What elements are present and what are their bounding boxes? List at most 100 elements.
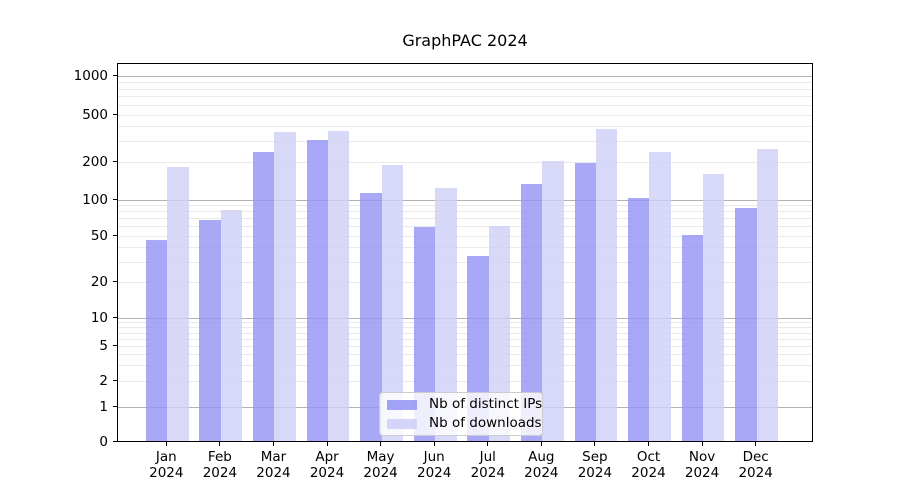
legend-swatch-downloads xyxy=(387,418,417,429)
x-tick-label: Feb 2024 xyxy=(188,449,252,481)
gridline-minor xyxy=(118,82,812,84)
x-tick-mark xyxy=(165,442,167,446)
y-tick-mark xyxy=(113,317,117,319)
bar-distinct-ips xyxy=(574,163,596,441)
gridline-minor xyxy=(118,327,812,329)
bar-downloads xyxy=(595,129,618,441)
x-tick-label: Dec 2024 xyxy=(724,449,788,481)
y-tick-mark xyxy=(113,198,117,200)
gridline-minor xyxy=(118,218,812,220)
legend-row-distinct-ips: Nb of distinct IPs xyxy=(387,397,542,412)
bar-downloads xyxy=(756,148,779,441)
gridline-major xyxy=(118,318,812,320)
y-tick-label: 1000 xyxy=(73,68,108,85)
bar-distinct-ips xyxy=(628,198,650,441)
gridline-minor xyxy=(118,261,812,263)
gridline-minor xyxy=(118,96,812,97)
gridline-minor xyxy=(118,345,812,347)
x-tick-mark xyxy=(272,442,274,446)
gridline-minor xyxy=(118,235,812,237)
x-tick-mark xyxy=(380,442,382,446)
gridline-minor xyxy=(118,104,812,106)
y-tick-mark xyxy=(113,113,117,115)
y-tick-label: 100 xyxy=(82,191,108,208)
x-tick-year: 2024 xyxy=(416,465,452,481)
gridline-major xyxy=(118,76,812,78)
y-tick-label: 1 xyxy=(99,398,108,415)
y-tick-label: 0 xyxy=(99,434,108,450)
gridline-minor xyxy=(118,332,812,334)
x-tick-month: Jun xyxy=(423,449,445,465)
x-tick-year: 2024 xyxy=(363,465,398,481)
gridline-minor xyxy=(118,114,812,116)
gridline-minor xyxy=(118,161,812,163)
y-tick-mark xyxy=(113,75,117,77)
y-tick-label: 200 xyxy=(82,153,108,170)
legend-label-distinct-ips: Nb of distinct IPs xyxy=(429,396,543,412)
bar-downloads xyxy=(488,226,511,441)
x-tick-month: Feb xyxy=(207,449,232,465)
y-tick-mark xyxy=(113,379,117,381)
gridline-minor xyxy=(118,126,812,128)
x-tick-label: Sep 2024 xyxy=(563,449,627,481)
x-tick-year: 2024 xyxy=(684,465,720,481)
x-tick-year: 2024 xyxy=(577,465,613,481)
gridline-minor xyxy=(118,338,812,340)
bar-downloads xyxy=(703,174,725,441)
x-tick-year: 2024 xyxy=(738,465,773,481)
gridline-minor xyxy=(118,322,812,324)
gridline-minor xyxy=(118,354,812,356)
bar-downloads xyxy=(220,209,243,441)
gridline-minor xyxy=(118,140,812,142)
bar-downloads xyxy=(435,187,457,441)
x-tick-year: 2024 xyxy=(256,465,291,481)
x-tick-month: Sep xyxy=(582,449,608,465)
x-tick-label: Mar 2024 xyxy=(241,449,305,481)
bar-distinct-ips xyxy=(681,234,704,441)
x-tick-month: Jul xyxy=(479,449,496,465)
y-tick-label: 20 xyxy=(90,274,108,291)
x-tick-label: Aug 2024 xyxy=(509,449,573,481)
bar-distinct-ips xyxy=(413,227,436,441)
x-tick-mark xyxy=(326,442,328,446)
bar-downloads xyxy=(381,164,403,441)
x-tick-label: Jan 2024 xyxy=(134,449,198,481)
x-tick-month: Mar xyxy=(260,449,287,465)
bar-downloads xyxy=(274,132,296,441)
x-tick-month: May xyxy=(366,449,395,465)
gridline-minor xyxy=(118,88,812,90)
bar-distinct-ips xyxy=(306,139,329,441)
legend-box: Nb of distinct IPs Nb of downloads xyxy=(379,392,543,436)
gridline-minor xyxy=(118,365,812,367)
x-tick-month: Apr xyxy=(315,449,339,465)
x-tick-year: 2024 xyxy=(631,465,666,481)
x-tick-mark xyxy=(219,442,221,446)
x-tick-mark xyxy=(487,442,489,446)
gridline-minor xyxy=(118,247,812,249)
x-tick-year: 2024 xyxy=(524,465,559,481)
x-tick-year: 2024 xyxy=(309,465,345,481)
x-tick-mark xyxy=(540,442,542,446)
x-tick-year: 2024 xyxy=(149,465,184,481)
x-tick-mark xyxy=(647,442,649,446)
gridline-minor xyxy=(118,226,812,228)
x-tick-mark xyxy=(433,442,435,446)
y-tick-label: 500 xyxy=(82,106,108,123)
bar-downloads xyxy=(328,131,350,441)
y-tick-label: 5 xyxy=(99,337,108,354)
x-tick-label: Oct 2024 xyxy=(616,449,680,481)
bar-downloads xyxy=(542,160,564,441)
bar-distinct-ips xyxy=(145,240,168,441)
x-tick-year: 2024 xyxy=(202,465,238,481)
y-tick-label: 50 xyxy=(90,227,108,244)
x-tick-mark xyxy=(755,442,757,446)
y-tick-mark xyxy=(113,160,117,162)
x-tick-label: Nov 2024 xyxy=(670,449,734,481)
gridline-minor xyxy=(118,205,812,207)
y-tick-mark xyxy=(113,405,117,407)
bar-distinct-ips xyxy=(520,183,543,441)
x-tick-label: Apr 2024 xyxy=(295,449,359,481)
chart-title: GraphPAC 2024 xyxy=(402,31,528,50)
bar-distinct-ips xyxy=(199,219,221,441)
